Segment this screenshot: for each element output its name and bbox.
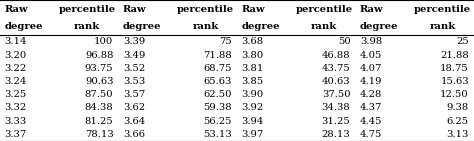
Text: rank: rank <box>311 22 337 31</box>
Text: 50: 50 <box>337 37 350 46</box>
Text: percentile: percentile <box>295 5 353 14</box>
Text: 15.63: 15.63 <box>440 77 469 86</box>
Text: 3.20: 3.20 <box>4 51 27 60</box>
Text: 4.19: 4.19 <box>360 77 383 86</box>
Text: 37.50: 37.50 <box>322 90 350 99</box>
Text: 4.07: 4.07 <box>360 64 383 73</box>
Text: 46.88: 46.88 <box>322 51 350 60</box>
Text: 3.68: 3.68 <box>241 37 264 46</box>
Text: 9.38: 9.38 <box>447 103 469 113</box>
Text: Raw: Raw <box>123 5 146 14</box>
Text: percentile: percentile <box>58 5 116 14</box>
Text: Raw: Raw <box>360 5 383 14</box>
Text: 3.57: 3.57 <box>123 90 145 99</box>
Text: 4.37: 4.37 <box>360 103 383 113</box>
Text: 56.25: 56.25 <box>203 117 232 126</box>
Text: degree: degree <box>123 22 162 31</box>
Text: 4.05: 4.05 <box>360 51 383 60</box>
Text: 100: 100 <box>94 37 113 46</box>
Text: 3.53: 3.53 <box>123 77 145 86</box>
Text: 3.81: 3.81 <box>241 64 264 73</box>
Text: 3.33: 3.33 <box>4 117 27 126</box>
Text: 84.38: 84.38 <box>85 103 113 113</box>
Text: rank: rank <box>192 22 219 31</box>
Text: 4.45: 4.45 <box>360 117 383 126</box>
Text: degree: degree <box>241 22 280 31</box>
Text: 71.88: 71.88 <box>203 51 232 60</box>
Text: percentile: percentile <box>177 5 234 14</box>
Text: 4.75: 4.75 <box>360 130 383 139</box>
Text: 3.52: 3.52 <box>123 64 145 73</box>
Text: 96.88: 96.88 <box>85 51 113 60</box>
Text: 3.90: 3.90 <box>241 90 264 99</box>
Text: 53.13: 53.13 <box>203 130 232 139</box>
Text: 3.66: 3.66 <box>123 130 145 139</box>
Text: 59.38: 59.38 <box>203 103 232 113</box>
Text: 3.13: 3.13 <box>447 130 469 139</box>
Text: 3.98: 3.98 <box>360 37 382 46</box>
Text: 81.25: 81.25 <box>85 117 113 126</box>
Text: 62.50: 62.50 <box>203 90 232 99</box>
Text: rank: rank <box>74 22 100 31</box>
Text: 3.22: 3.22 <box>4 64 27 73</box>
Text: 3.97: 3.97 <box>241 130 264 139</box>
Text: 3.62: 3.62 <box>123 103 145 113</box>
Text: 90.63: 90.63 <box>85 77 113 86</box>
Text: degree: degree <box>360 22 399 31</box>
Text: 3.49: 3.49 <box>123 51 146 60</box>
Text: 34.38: 34.38 <box>322 103 350 113</box>
Text: 40.63: 40.63 <box>322 77 350 86</box>
Text: 3.92: 3.92 <box>241 103 264 113</box>
Text: 87.50: 87.50 <box>85 90 113 99</box>
Text: 3.85: 3.85 <box>241 77 264 86</box>
Text: 21.88: 21.88 <box>440 51 469 60</box>
Text: 18.75: 18.75 <box>440 64 469 73</box>
Text: 3.94: 3.94 <box>241 117 264 126</box>
Text: 12.50: 12.50 <box>440 90 469 99</box>
Text: 3.80: 3.80 <box>241 51 264 60</box>
Text: 3.24: 3.24 <box>4 77 27 86</box>
Text: 31.25: 31.25 <box>322 117 350 126</box>
Text: 25: 25 <box>456 37 469 46</box>
Text: rank: rank <box>429 22 456 31</box>
Text: 78.13: 78.13 <box>85 130 113 139</box>
Text: 68.75: 68.75 <box>203 64 232 73</box>
Text: 3.64: 3.64 <box>123 117 145 126</box>
Text: 4.28: 4.28 <box>360 90 383 99</box>
Text: 75: 75 <box>219 37 232 46</box>
Text: 3.39: 3.39 <box>123 37 145 46</box>
Text: Raw: Raw <box>4 5 28 14</box>
Text: 3.37: 3.37 <box>4 130 27 139</box>
Text: 3.25: 3.25 <box>4 90 27 99</box>
Text: percentile: percentile <box>414 5 471 14</box>
Text: Raw: Raw <box>241 5 265 14</box>
Text: 3.14: 3.14 <box>4 37 27 46</box>
Text: degree: degree <box>4 22 43 31</box>
Text: 3.32: 3.32 <box>4 103 27 113</box>
Text: 43.75: 43.75 <box>322 64 350 73</box>
Text: 93.75: 93.75 <box>85 64 113 73</box>
Text: 65.63: 65.63 <box>203 77 232 86</box>
Text: 6.25: 6.25 <box>447 117 469 126</box>
Text: 28.13: 28.13 <box>322 130 350 139</box>
